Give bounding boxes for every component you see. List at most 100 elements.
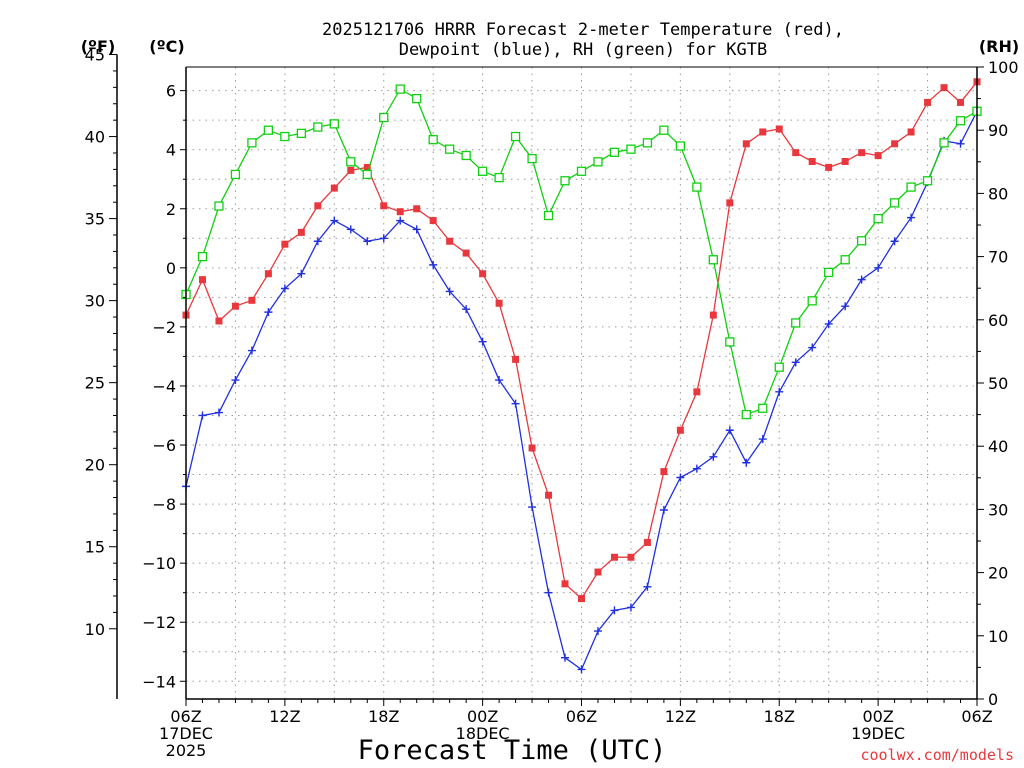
time-tick-label: 18DEC [456, 724, 510, 743]
rh-point [576, 166, 587, 176]
time-tick-label: 18Z [764, 707, 795, 726]
dewpoint-point [907, 213, 916, 222]
dewpoint-point [445, 287, 454, 296]
temperature-point [479, 270, 487, 278]
temperature-point [924, 98, 932, 106]
dewpoint-point [462, 305, 471, 314]
dewpoint-point [330, 216, 339, 225]
celsius-tick-label: 4 [166, 141, 176, 160]
temperature-point [578, 595, 585, 603]
rh-tick-label: 90 [988, 121, 1008, 140]
temperature-point [314, 202, 322, 210]
rh-point [494, 172, 504, 183]
rh-tick-label: 30 [988, 500, 1008, 519]
dewpoint-point [313, 237, 322, 246]
temperature-point [231, 302, 239, 310]
celsius-tick-label: −6 [152, 436, 176, 455]
temperature-point [330, 184, 338, 192]
rh-point [708, 255, 718, 265]
celsius-tick-label: −2 [152, 318, 176, 337]
temperature-point [380, 202, 388, 210]
time-tick-label: 19DEC [851, 724, 905, 743]
rh-point [395, 84, 405, 94]
temperature-point [907, 128, 915, 136]
rh-tick-label: 10 [988, 627, 1008, 646]
dewpoint-point [478, 337, 487, 346]
temperature-point [940, 84, 948, 92]
rh-point [329, 119, 339, 129]
fahrenheit-tick-label: 15 [85, 538, 105, 557]
time-tick-label: 18Z [368, 707, 399, 726]
dewpoint-point [742, 458, 751, 467]
temperature-point [545, 491, 553, 499]
rh-point [642, 138, 653, 148]
temperature-point [413, 205, 421, 213]
credit-text: coolwx.com/models [860, 746, 1014, 764]
temperature-point [347, 166, 355, 174]
rh-point [856, 236, 867, 246]
dewpoint-point [495, 376, 504, 385]
series-rh [181, 84, 982, 420]
time-tick-label: 2025 [166, 741, 207, 760]
dewpoint-point [956, 139, 965, 148]
rh-point [593, 157, 603, 167]
rh-point [725, 337, 735, 347]
dewpoint-point [841, 302, 850, 311]
temperature-point [528, 444, 536, 452]
dewpoint-point [709, 452, 718, 461]
series-line-dewpoint [185, 111, 978, 671]
time-tick-label: 06Z [961, 707, 992, 726]
dewpoint-point [231, 376, 240, 385]
rh-point [247, 138, 257, 148]
rh-point [230, 169, 241, 180]
rh-point [461, 150, 471, 161]
temperature-point [215, 317, 223, 325]
temperature-point [446, 237, 454, 245]
rh-tick-label: 100 [988, 58, 1019, 77]
dewpoint-point [758, 435, 767, 444]
rh-point [296, 128, 307, 139]
fahrenheit-tick-label: 35 [85, 210, 105, 229]
rh-point [807, 296, 817, 306]
time-tick-label: 12Z [269, 707, 300, 726]
temperature-point [610, 553, 618, 561]
chart-title-line-1: 2025121706 HRRR Forecast 2-meter Tempera… [322, 20, 844, 40]
temperature-point [676, 426, 684, 434]
rh-point [824, 267, 834, 278]
temperature-point [363, 163, 371, 171]
celsius-tick-label: −10 [142, 554, 176, 573]
rh-tick-label: 70 [988, 248, 1008, 267]
temperature-point [891, 140, 899, 148]
dewpoint-point [890, 237, 899, 246]
dewpoint-point [874, 263, 883, 272]
fahrenheit-tick-label: 45 [85, 46, 105, 65]
celsius-tick-label: −12 [142, 613, 176, 632]
rh-tick-label: 80 [988, 184, 1008, 203]
dewpoint-point [412, 225, 421, 234]
grid-lines [186, 67, 977, 699]
series-layer [181, 78, 982, 674]
rh-point [527, 153, 537, 164]
temperature-point [693, 388, 701, 396]
dewpoint-point [610, 606, 619, 615]
temperature-point [742, 140, 750, 148]
temperature-point [495, 299, 503, 307]
time-tick-label: 12Z [665, 707, 696, 726]
temperature-point [264, 270, 272, 278]
labels-layer: 6420−2−4−6−8−10−12−144540353025201510100… [85, 46, 1019, 760]
dewpoint-point [593, 627, 602, 636]
celsius-tick-label: 0 [166, 259, 176, 278]
rh-tick-label: 0 [988, 690, 998, 709]
temperature-point [396, 208, 404, 216]
celsius-tick-label: 6 [166, 82, 176, 101]
dewpoint-point [725, 426, 734, 435]
rh-point [379, 112, 389, 123]
temperature-point [841, 158, 849, 166]
rh-point [280, 131, 290, 142]
rh-point [741, 409, 751, 420]
rh-point [362, 169, 372, 180]
temperature-point [248, 296, 256, 304]
dewpoint-point [692, 464, 701, 473]
temperature-point [792, 149, 800, 157]
